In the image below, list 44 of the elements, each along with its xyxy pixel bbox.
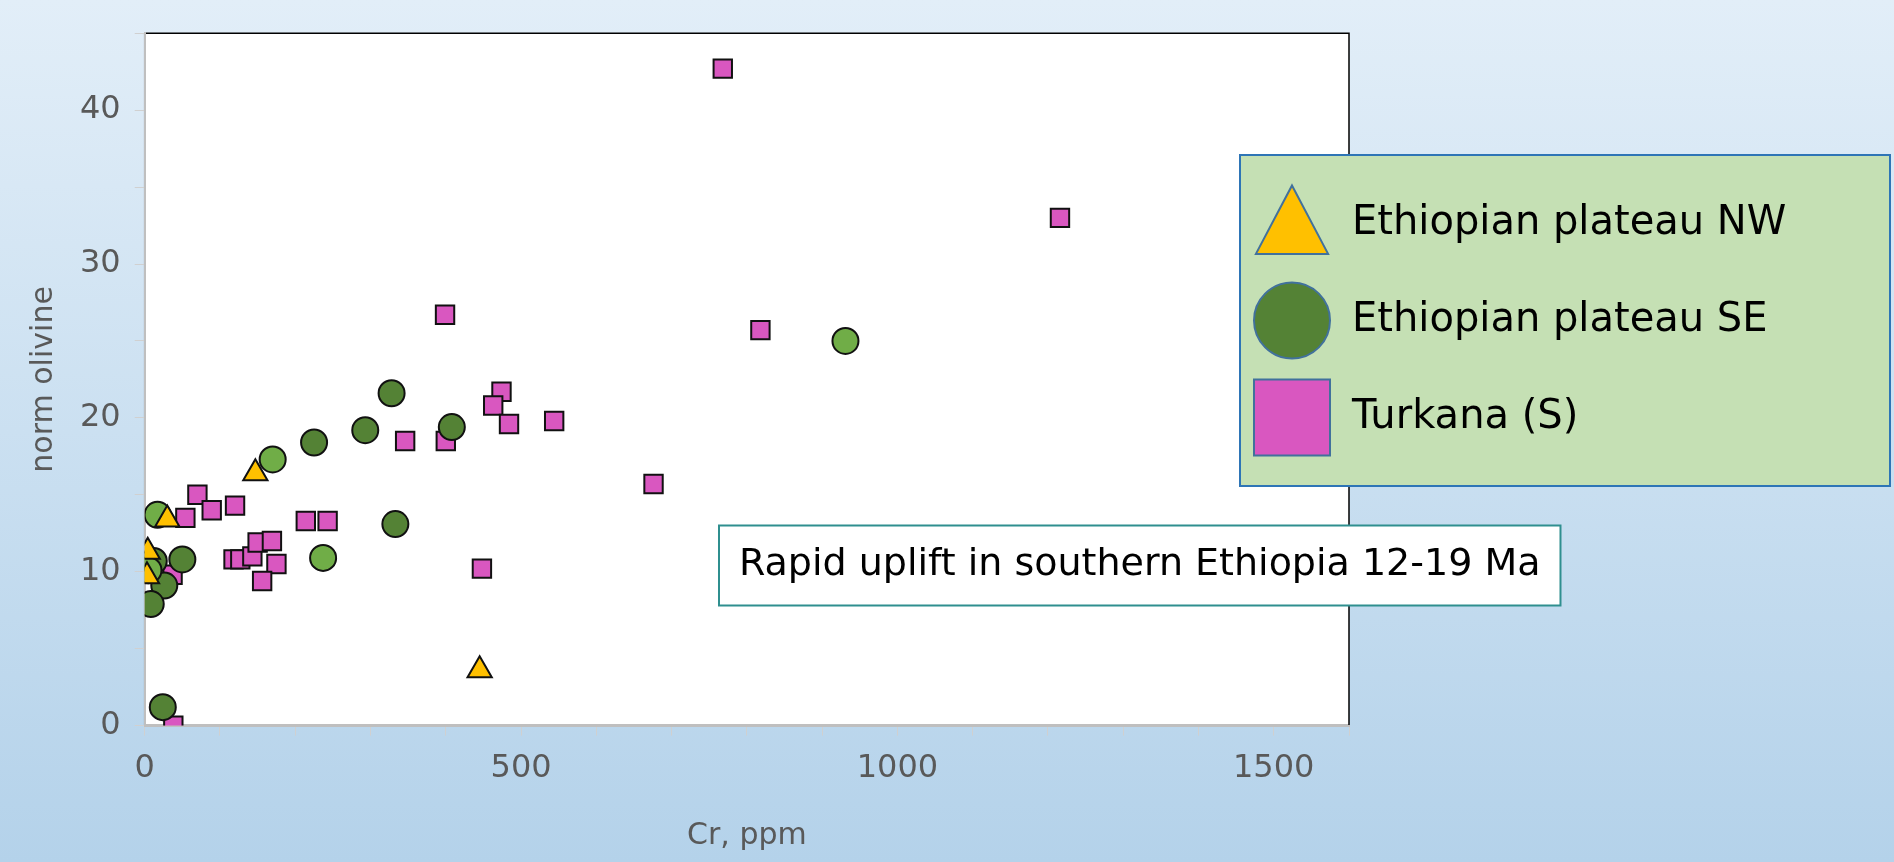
point	[831, 326, 860, 355]
x-tick-label: 1000	[856, 747, 939, 786]
x-tick-label: 0	[134, 747, 155, 786]
y-tick-label: 30	[80, 242, 121, 281]
point	[201, 499, 222, 521]
point	[251, 570, 273, 592]
x-axis-title: Cr, ppm	[687, 815, 807, 851]
point	[643, 473, 664, 495]
legend-label: Ethiopian plateau NW	[1352, 196, 1787, 243]
point	[266, 553, 287, 575]
x-tick-label: 500	[490, 747, 552, 786]
legend-label: Turkana (S)	[1351, 390, 1579, 437]
x-tick-label: 1500	[1233, 747, 1315, 786]
point	[261, 530, 283, 552]
point	[224, 495, 246, 516]
point	[351, 416, 380, 445]
point	[483, 395, 504, 416]
y-tick-label: 10	[80, 550, 121, 589]
point	[258, 445, 287, 474]
point	[295, 510, 316, 532]
point	[148, 693, 177, 722]
point	[377, 379, 406, 408]
point	[300, 428, 329, 457]
point	[317, 510, 338, 532]
y-tick-label: 20	[80, 396, 121, 435]
point	[750, 319, 771, 341]
point	[437, 413, 466, 442]
y-tick-label: 0	[100, 703, 121, 742]
point	[543, 410, 565, 432]
point	[712, 58, 733, 79]
point	[381, 510, 410, 539]
y-tick-label: 40	[80, 88, 121, 127]
point	[168, 545, 197, 574]
point	[309, 543, 338, 572]
point	[471, 558, 493, 579]
point	[175, 507, 196, 529]
point	[498, 413, 520, 435]
point	[187, 484, 208, 505]
y-axis-title: norm olivine	[23, 286, 59, 473]
legend-label: Ethiopian plateau SE	[1352, 293, 1768, 340]
point	[394, 430, 416, 452]
point	[434, 304, 456, 325]
annotation: Rapid uplift in southern Ethiopia 12-19 Ma	[739, 540, 1541, 585]
point	[1049, 207, 1071, 229]
